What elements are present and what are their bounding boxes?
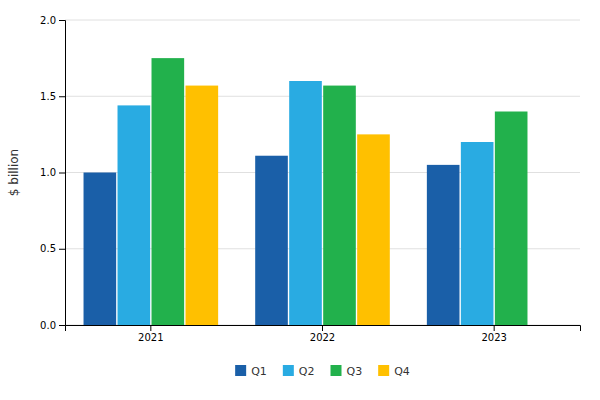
bar <box>84 173 117 326</box>
axis-line <box>66 326 581 332</box>
bar <box>186 86 219 325</box>
legend-label: Q4 <box>394 365 410 378</box>
legend-label: Q3 <box>347 365 363 378</box>
tick-label: 2021 <box>138 332 163 343</box>
grid-line <box>65 96 580 97</box>
legend-item: Q1 <box>235 365 267 378</box>
grid-line <box>65 20 580 21</box>
legend-item: Q3 <box>331 365 363 378</box>
tick-mark <box>59 20 65 21</box>
legend-swatch <box>378 365 389 376</box>
bar <box>495 112 528 326</box>
tick-label: 1.5 <box>40 91 56 102</box>
plot: 0.0 0.5 1.0 1.5 2.0 2021 2022 2023 <box>40 15 580 343</box>
axis-title: $ billion <box>7 149 21 196</box>
axis-line <box>59 21 66 326</box>
legend-label: Q2 <box>299 365 315 378</box>
tick-mark <box>494 325 495 331</box>
x-axis: 2021 2022 2023 <box>66 325 581 343</box>
tick: 1.0 <box>40 167 65 178</box>
tick: 2.0 <box>40 15 65 26</box>
tick: 2022 <box>310 325 335 343</box>
legend-label: Q1 <box>251 365 267 378</box>
legend: Q1 Q2 Q3 Q4 <box>235 365 410 378</box>
legend-item: Q2 <box>283 365 315 378</box>
bar <box>289 81 322 325</box>
tick-label: 0.5 <box>40 243 56 254</box>
tick-mark <box>150 325 151 331</box>
bar <box>323 86 356 325</box>
bar <box>152 58 185 325</box>
tick-label: 2023 <box>481 332 506 343</box>
bar <box>427 165 460 325</box>
bar <box>118 105 151 325</box>
chart: 0.0 0.5 1.0 1.5 2.0 2021 2022 2023 $ billion Q1 Q2… <box>0 0 600 400</box>
bar <box>255 156 288 325</box>
legend-item: Q4 <box>378 365 410 378</box>
tick-mark <box>59 173 65 174</box>
tick: 0.5 <box>40 243 65 254</box>
tick: 1.5 <box>40 91 65 102</box>
tick-mark <box>59 249 65 250</box>
legend-swatch <box>283 365 294 376</box>
tick-mark <box>322 325 323 331</box>
y-axis: 0.0 0.5 1.0 1.5 2.0 <box>40 15 65 331</box>
grid <box>65 20 580 325</box>
tick-label: 1.0 <box>40 167 56 178</box>
legend-swatch <box>331 365 342 376</box>
tick: 2021 <box>138 325 163 343</box>
bar <box>461 142 494 325</box>
tick-label: 0.0 <box>40 320 56 331</box>
tick-mark <box>59 325 65 326</box>
tick-label: 2022 <box>310 332 335 343</box>
tick: 0.0 <box>40 320 65 331</box>
tick-label: 2.0 <box>40 15 56 26</box>
tick-mark <box>59 96 65 97</box>
bars <box>84 58 528 325</box>
tick: 2023 <box>481 325 506 343</box>
bar <box>357 134 390 325</box>
legend-swatch <box>235 365 246 376</box>
